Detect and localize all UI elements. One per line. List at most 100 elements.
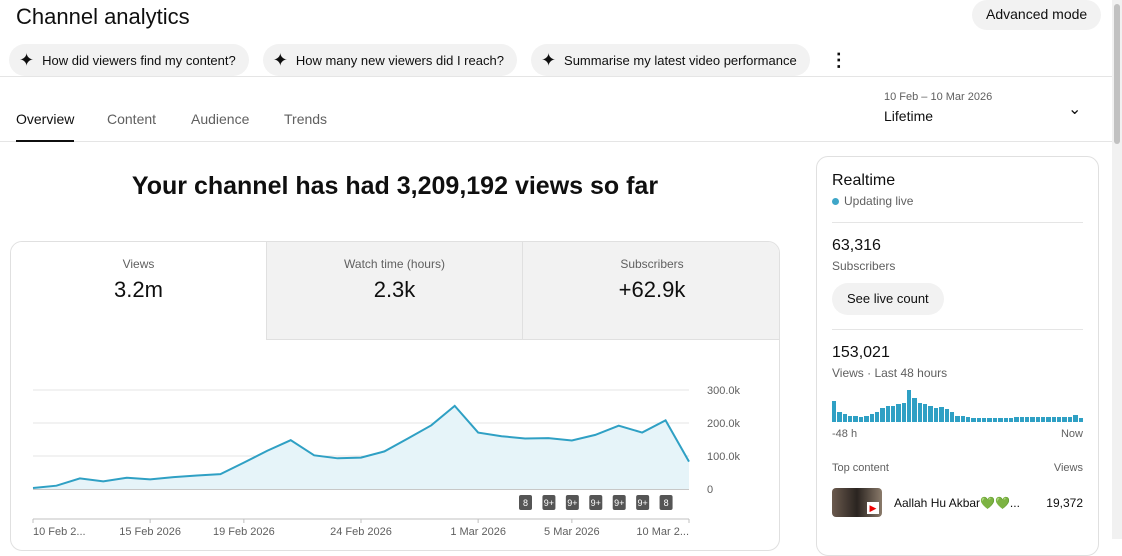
realtime-bar (1051, 416, 1057, 422)
page-title: Channel analytics (16, 4, 190, 29)
publish-badge-label: 9+ (591, 498, 601, 508)
realtime-bar (869, 414, 874, 422)
realtime-bar (1030, 416, 1035, 422)
chip-summarise[interactable]: ✦ Summarise my latest video performance (530, 44, 810, 76)
realtime-bar (971, 417, 976, 422)
tab-audience[interactable]: Audience (191, 111, 250, 127)
divider (832, 329, 1083, 330)
publish-badge (542, 495, 556, 510)
realtime-bar (1003, 418, 1008, 422)
x-tick-label: 1 Mar 2026 (450, 526, 506, 538)
more-vert-icon[interactable]: ⋮ (829, 49, 848, 70)
realtime-bar (1024, 416, 1030, 422)
realtime-bar (885, 406, 890, 422)
realtime-bar (1019, 416, 1024, 422)
realtime-bar (1014, 417, 1019, 422)
metric-watch-time[interactable]: Watch time (hours) 2.3k (267, 242, 523, 340)
tab-trends[interactable]: Trends (284, 111, 328, 127)
realtime-bar (1078, 418, 1083, 422)
realtime-bar (923, 404, 928, 422)
metric-value: 3.2m (114, 277, 163, 302)
realtime-bar (1067, 416, 1073, 422)
tab-bar: Overview Content Audience Trends 10 Feb … (0, 76, 1112, 142)
publish-badge (589, 495, 603, 510)
axis-end: Now (1060, 428, 1083, 440)
shorts-icon: ▶ (867, 502, 879, 514)
realtime-bar (832, 401, 837, 422)
realtime-bar (842, 414, 848, 422)
tab-overview[interactable]: Overview (16, 111, 75, 142)
realtime-bar (1008, 417, 1014, 422)
realtime-bar (874, 412, 880, 422)
metric-subscribers[interactable]: Subscribers +62.9k (523, 242, 779, 340)
metric-value: 2.3k (373, 277, 416, 302)
tab-content[interactable]: Content (107, 111, 157, 127)
realtime-bar (992, 418, 998, 422)
chevron-down-icon[interactable]: ⌄ (1068, 101, 1082, 118)
views-column-label: Views (1053, 462, 1083, 474)
y-tick-label: 300.0k (707, 385, 741, 397)
metric-label: Watch time (hours) (344, 257, 445, 271)
realtime-bar (1062, 416, 1067, 422)
total-views-headline: Your channel has had 3,209,192 views so … (131, 172, 659, 200)
realtime-card: Realtime Updating live 63,316 Subscriber… (816, 156, 1099, 556)
date-range-value: Lifetime (884, 108, 934, 124)
scrollbar[interactable] (1112, 0, 1122, 539)
metrics-card: Views 3.2m Watch time (hours) 2.3k Subscri… (10, 241, 780, 551)
metric-label: Subscribers (620, 257, 684, 271)
publish-badge-label: 8 (664, 498, 669, 508)
realtime-bar (982, 418, 987, 422)
y-tick-label: 100.0k (707, 451, 741, 463)
see-live-count-button[interactable]: See live count (832, 283, 944, 315)
realtime-bar (1057, 416, 1062, 422)
realtime-views-label: Views · Last 48 hours (832, 366, 948, 380)
suggestion-chips: ✦ How did viewers find my content? ✦ How m… (9, 44, 848, 76)
chip-label: How did viewers find my content? (42, 52, 236, 68)
axis-start: -48 h (832, 428, 858, 440)
realtime-bar (890, 406, 896, 422)
realtime-bar (944, 409, 949, 422)
updating-live-status: Updating live (832, 194, 1083, 208)
publish-badge (659, 495, 673, 510)
realtime-bar (976, 418, 982, 422)
realtime-bar-chart[interactable] (832, 388, 1083, 422)
views-chart[interactable]: 0 100.0k 200.0k 300.0k 10 Feb 2... 15 Feb 202… (10, 241, 771, 538)
subscriber-label: Subscribers (832, 259, 896, 273)
realtime-views: 153,021 (832, 344, 890, 361)
chip-new-viewers[interactable]: ✦ How many new viewers did I reach? (262, 44, 517, 76)
advanced-mode-button[interactable]: Advanced mode (972, 0, 1102, 30)
realtime-bar (853, 416, 858, 422)
metric-value: +62.9k (618, 277, 686, 302)
chip-viewers-find[interactable]: ✦ How did viewers find my content? (9, 44, 249, 76)
top-content-item[interactable]: ▶ Aallah Hu Akbar💚💚... 19,372 (832, 488, 1083, 517)
subscriber-count: 63,316 (832, 237, 881, 254)
video-thumbnail: ▶ (832, 488, 882, 517)
top-content-label: Top content (832, 462, 889, 474)
views-line (32, 404, 690, 490)
metric-label: Views (122, 257, 155, 271)
publish-badge (636, 495, 650, 510)
x-tick-label: 24 Feb 2026 (330, 526, 392, 538)
realtime-bar (998, 418, 1003, 422)
realtime-bar (960, 416, 965, 422)
publish-badge-label: 9+ (544, 498, 554, 508)
y-tick-label: 200.0k (707, 418, 741, 430)
realtime-bar (1046, 416, 1051, 422)
x-tick-label: 5 Mar 2026 (544, 526, 600, 538)
realtime-bar (858, 417, 864, 422)
chip-label: Summarise my latest video performance (564, 52, 797, 68)
x-tick-label: 10 Feb 2... (33, 526, 86, 538)
realtime-bar (907, 390, 912, 422)
realtime-bar (896, 404, 901, 422)
date-range-selector[interactable]: 10 Feb – 10 Mar 2026 Lifetime (884, 91, 992, 124)
date-range-dates: 10 Feb – 10 Mar 2026 (884, 91, 993, 103)
scrollbar-thumb[interactable] (1114, 4, 1120, 144)
realtime-bar (939, 406, 944, 422)
x-tick-label: 10 Mar 2... (636, 526, 689, 538)
realtime-bar (837, 412, 842, 422)
realtime-bar (987, 418, 992, 422)
x-tick-label: 19 Feb 2026 (213, 526, 275, 538)
metric-views[interactable]: Views 3.2m (11, 242, 267, 340)
publish-badge (565, 495, 579, 510)
realtime-bar (949, 412, 955, 422)
